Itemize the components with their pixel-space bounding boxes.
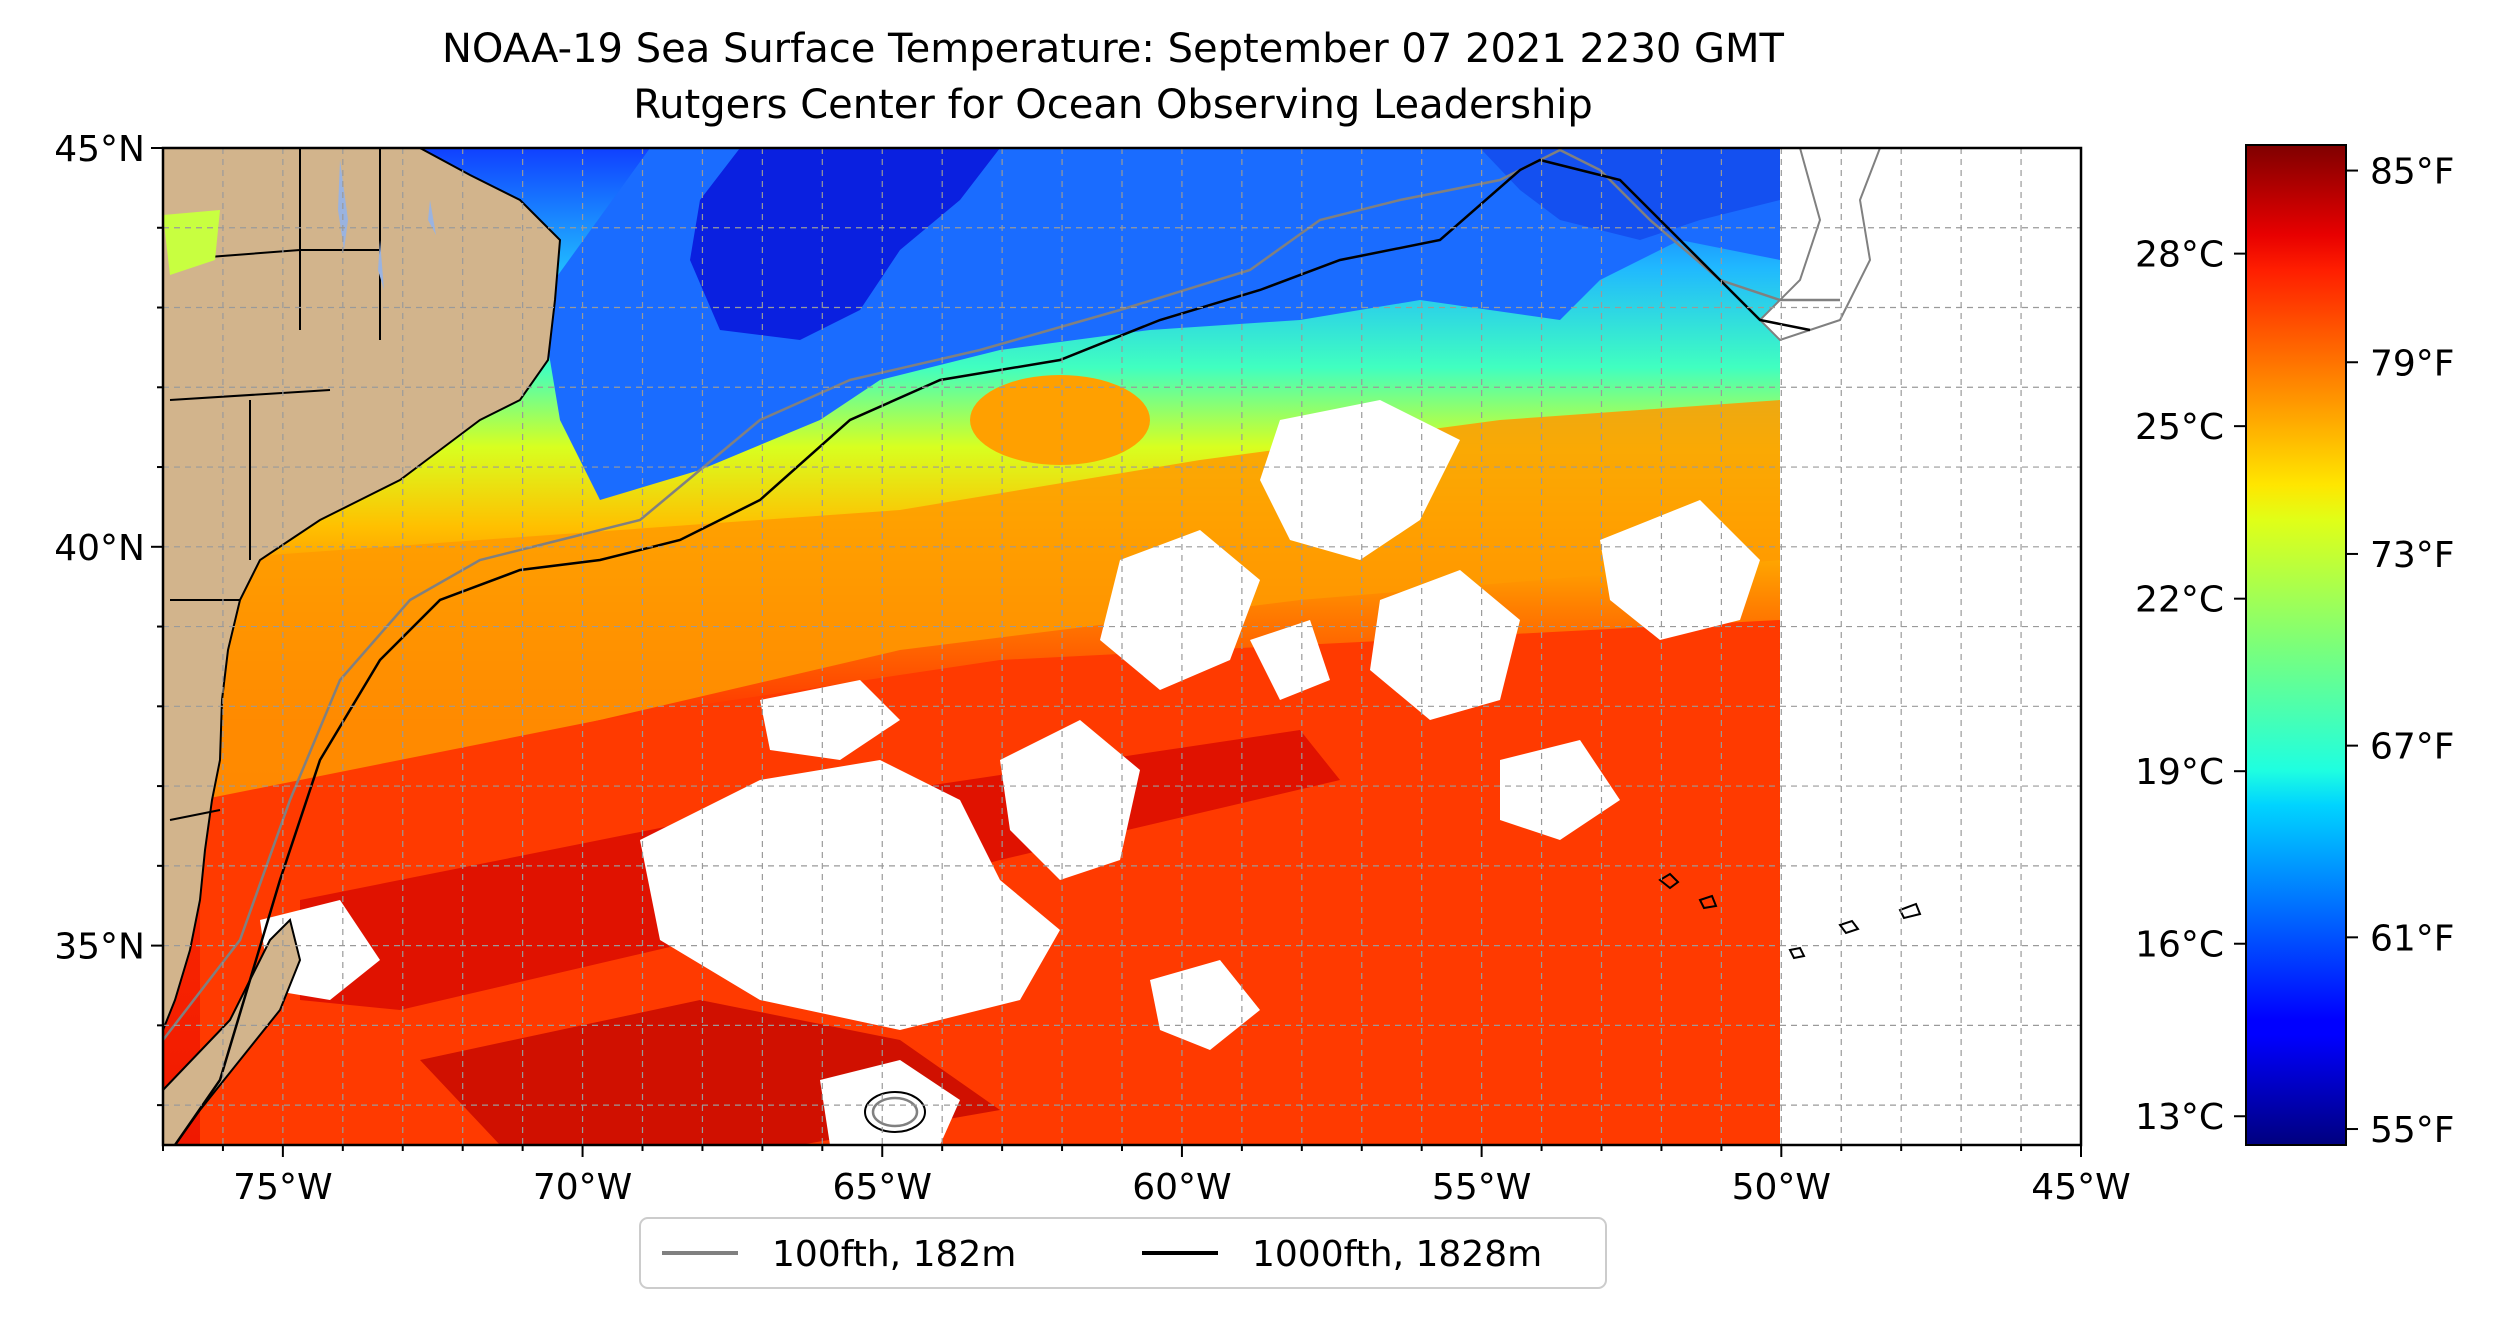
colorbar-f-tick-label: 61°F xyxy=(2370,918,2455,959)
lon-tick-label: 50°W xyxy=(1732,1167,1831,1208)
map-title-line2: Rutgers Center for Ocean Observing Leade… xyxy=(633,82,1593,128)
colorbar-c-tick-label: 28°C xyxy=(2135,235,2224,276)
legend-item-1000fth: 1000fth, 1828m xyxy=(1252,1234,1542,1275)
legend-item-100fth: 100fth, 182m xyxy=(772,1234,1016,1275)
isobath-1000fth-line xyxy=(173,158,1811,1145)
longitude-axis: 75°W 70°W 65°W 60°W 55°W 50°W 45°W xyxy=(162,1145,2131,1208)
colorbar-celsius-ticks: 28°C 25°C 22°C 19°C 16°C 13°C xyxy=(2135,235,2246,1138)
lat-tick-label: 45°N xyxy=(54,129,145,170)
land xyxy=(163,148,1882,1145)
colorbar: 85°F 79°F 73°F 67°F 61°F 55°F 28°C 25°C 22°C 19°… xyxy=(2135,144,2455,1151)
map-panel[interactable] xyxy=(161,146,2083,1147)
latitude-axis: 45°N 40°N 35°N xyxy=(54,129,163,1107)
graticule xyxy=(163,148,2081,1145)
colorbar-f-tick-label: 85°F xyxy=(2370,152,2455,193)
colorbar-gradient xyxy=(2245,144,2347,1146)
colorbar-c-tick-label: 25°C xyxy=(2135,407,2224,448)
lon-tick-label: 75°W xyxy=(233,1167,332,1208)
lon-tick-label: 65°W xyxy=(833,1167,932,1208)
lon-tick-label: 60°W xyxy=(1132,1167,1231,1208)
colorbar-f-tick-label: 73°F xyxy=(2370,535,2455,576)
lon-tick-label: 55°W xyxy=(1432,1167,1531,1208)
colorbar-c-tick-label: 13°C xyxy=(2135,1097,2224,1138)
lat-tick-label: 35°N xyxy=(54,927,145,968)
lon-tick-label: 45°W xyxy=(2031,1167,2130,1208)
colorbar-c-tick-label: 19°C xyxy=(2135,752,2224,793)
colorbar-c-tick-label: 22°C xyxy=(2135,580,2224,621)
legend: 100fth, 182m 1000fth, 1828m xyxy=(639,1217,1607,1289)
lat-tick-label: 40°N xyxy=(54,528,145,569)
lon-tick-label: 70°W xyxy=(533,1167,632,1208)
colorbar-f-tick-label: 79°F xyxy=(2370,343,2455,384)
colorbar-fahrenheit-ticks: 85°F 79°F 73°F 67°F 61°F 55°F xyxy=(2346,152,2455,1151)
colorbar-c-tick-label: 16°C xyxy=(2135,925,2224,966)
colorbar-f-tick-label: 55°F xyxy=(2370,1110,2455,1151)
map-title-line1: NOAA-19 Sea Surface Temperature: Septemb… xyxy=(442,26,1785,72)
colorbar-f-tick-label: 67°F xyxy=(2370,727,2455,768)
